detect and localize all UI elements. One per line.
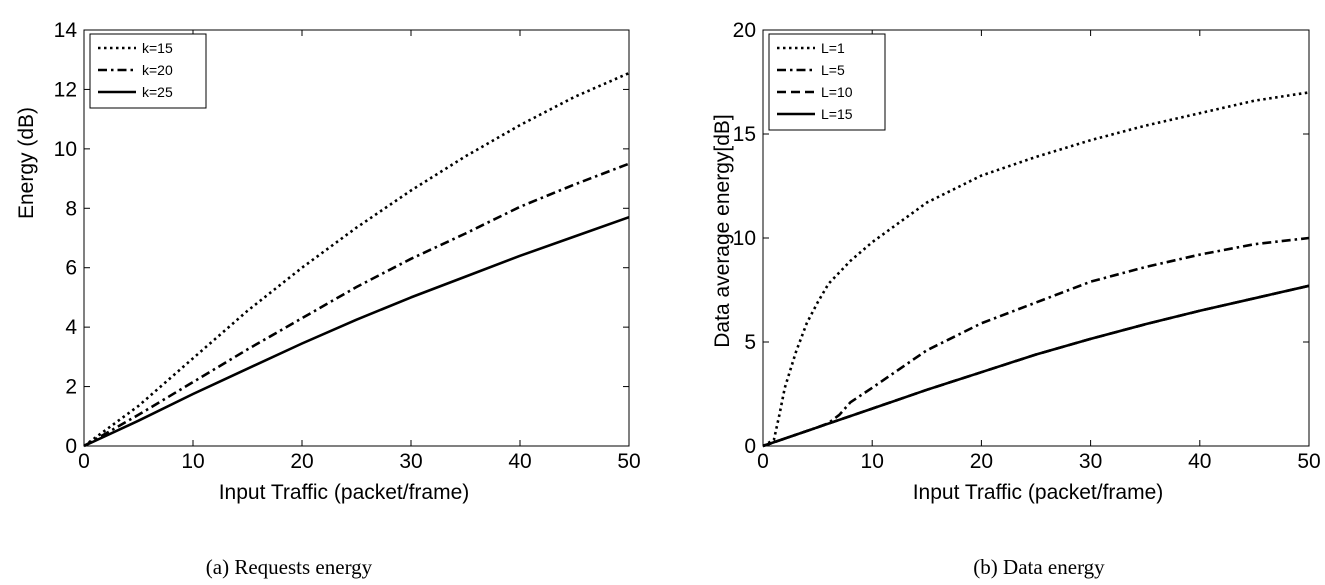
y-tick-label: 4 (65, 316, 77, 339)
x-axis-label: Input Traffic (packet/frame) (219, 481, 470, 504)
x-tick-label: 40 (508, 450, 531, 473)
series-line-k-15 (83, 71, 630, 448)
plot-area: 0 10 20 30 40 50 0 5 10 15 20 L=1 L=5 L=10 L=15 (733, 19, 1321, 473)
x-tick-label: 10 (861, 450, 884, 473)
y-tick-label: 10 (733, 227, 756, 250)
legend-label: L=1 (821, 40, 845, 56)
y-tick-label: 0 (65, 435, 77, 458)
x-tick-label: 20 (290, 450, 313, 473)
legend-label: L=15 (821, 106, 853, 122)
y-tick-label: 12 (54, 78, 77, 101)
y-axis-label: Energy (dB) (15, 107, 38, 219)
y-tick-label: 5 (744, 331, 756, 354)
x-tick-label: 0 (78, 450, 90, 473)
legend-label: k=15 (142, 40, 173, 56)
x-tick-label: 50 (617, 450, 640, 473)
y-axis-label: Data average energy[dB] (711, 114, 734, 347)
y-tick-label: 10 (54, 138, 77, 161)
figure-caption: (a) Requests energy (206, 555, 373, 579)
y-tick-label: 6 (65, 257, 77, 280)
x-axis-label: Input Traffic (packet/frame) (913, 481, 1164, 504)
figure-caption: (b) Data energy (973, 555, 1105, 579)
y-tick-label: 2 (65, 376, 77, 399)
series-line-k-25 (83, 215, 630, 448)
legend: L=1 L=5 L=10 L=15 (768, 33, 886, 131)
plot-area: 0 10 20 30 40 50 0 2 4 6 8 10 12 14 k=15 k=20 k=25 (54, 19, 641, 473)
series-line-l-10 (762, 284, 1310, 448)
series-line-l-5 (762, 236, 1310, 448)
x-tick-label: 50 (1297, 450, 1320, 473)
legend: k=15 k=20 k=25 (89, 33, 207, 109)
legend-box (89, 33, 207, 109)
series-line-l-1 (762, 91, 1310, 448)
x-tick-label: 40 (1188, 450, 1211, 473)
x-tick-label: 10 (181, 450, 204, 473)
y-tick-label: 15 (733, 123, 756, 146)
legend-label: L=10 (821, 84, 853, 100)
y-tick-label: 20 (733, 19, 756, 42)
series-line-l-15 (762, 284, 1310, 448)
legend-label: k=25 (142, 84, 173, 100)
x-tick-label: 20 (970, 450, 993, 473)
y-tick-label: 14 (54, 19, 78, 42)
requests-energy-chart: 0 10 20 30 40 50 0 2 4 6 8 10 12 14 k=15 k=20 k=25 Energ… (15, 19, 641, 579)
legend-label: L=5 (821, 62, 845, 78)
x-tick-label: 30 (399, 450, 422, 473)
axes-frame (83, 29, 630, 447)
data-energy-chart: 0 10 20 30 40 50 0 5 10 15 20 L=1 L=5 L=10 L=15 Data a… (711, 19, 1321, 579)
y-tick-label: 8 (65, 197, 77, 220)
legend-label: k=20 (142, 62, 173, 78)
y-tick-label: 0 (744, 435, 756, 458)
x-tick-label: 30 (1079, 450, 1102, 473)
series-line-k-20 (83, 162, 630, 448)
x-tick-label: 0 (757, 450, 769, 473)
